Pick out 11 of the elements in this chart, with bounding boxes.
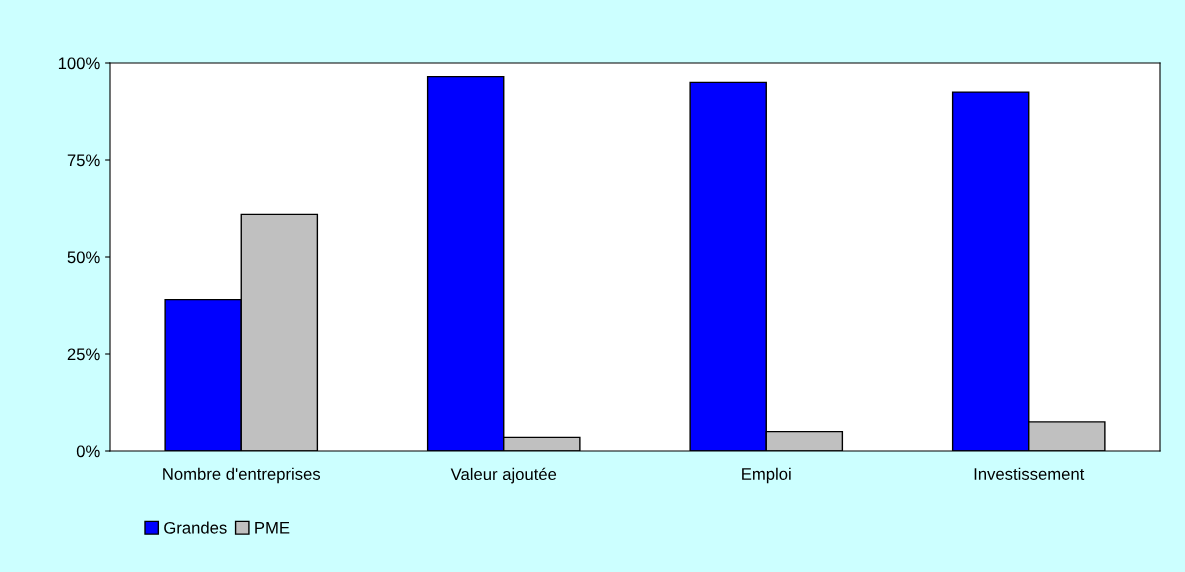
- legend-label: PME: [255, 522, 290, 534]
- x-tick-label: Investissement: [974, 467, 1085, 480]
- x-tick-label: Nombre d'entreprises: [163, 467, 321, 484]
- y-tick-label: 25%: [67, 348, 100, 361]
- legend-label: Grandes: [164, 521, 227, 534]
- y-tick-label: 50%: [67, 251, 100, 264]
- y-tick-label: 100%: [58, 57, 100, 70]
- x-tick-label: Valeur ajoutée: [450, 467, 557, 484]
- y-tick-label: 0%: [76, 445, 100, 458]
- x-tick-label: Emploi: [742, 467, 791, 484]
- y-tick-label: 75%: [67, 154, 100, 167]
